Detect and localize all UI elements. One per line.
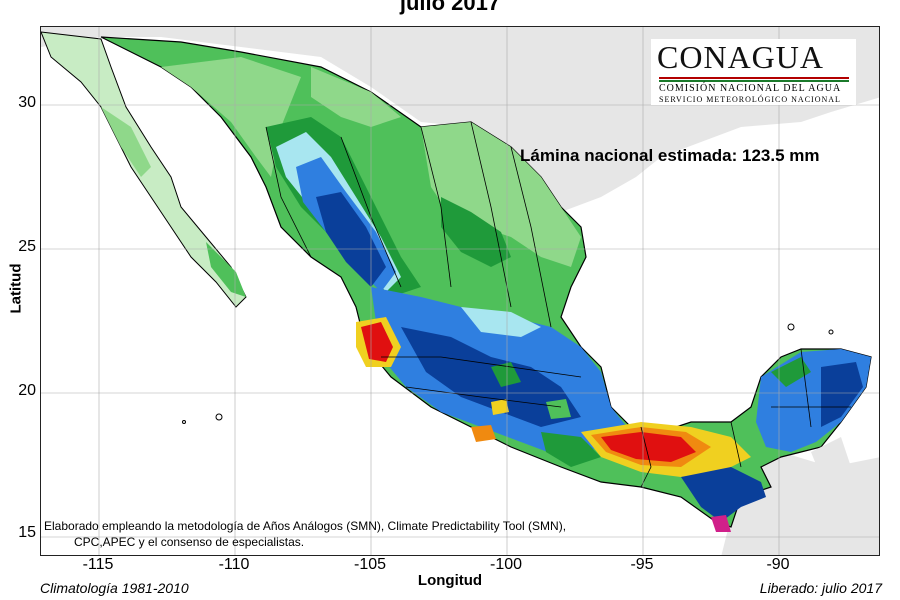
y-tick-25: 25	[18, 238, 36, 255]
methodology-note: Elaborado empleando la metodología de Añ…	[44, 518, 744, 550]
x-tick-105: -105	[353, 556, 387, 573]
baja-green-south	[206, 242, 246, 297]
central-green-patch	[491, 362, 521, 387]
graticule	[41, 27, 879, 555]
y-tick-15: 15	[18, 524, 36, 541]
y-tick-20: 20	[18, 382, 36, 399]
x-tick-95: -95	[630, 556, 654, 573]
yucatan-dark-blue	[821, 362, 863, 427]
map-title: julio 2017	[399, 0, 501, 15]
map-frame: CONAGUA COMISIÓN NACIONAL DEL AGUA SERVI…	[40, 26, 880, 556]
logo-green-line	[659, 80, 849, 82]
note-line2: CPC,APEC y el consenso de especialistas.	[74, 535, 305, 549]
istmo-red	[601, 432, 696, 462]
y-tick-30: 30	[18, 94, 36, 111]
northeast-dark-green	[441, 197, 511, 267]
islands	[182, 323, 834, 424]
chiapas-magenta	[711, 515, 731, 532]
sierra-dark-blue	[316, 192, 386, 287]
x-tick-100: -100	[489, 556, 523, 573]
logo-word: CONAGUA	[657, 39, 824, 75]
guerrero-orange	[471, 425, 496, 442]
x-tick-110: -110	[218, 556, 250, 573]
guerrero-yellow	[491, 399, 509, 415]
central-light-blue	[461, 307, 541, 337]
northeast-green	[421, 122, 581, 267]
logo-line2: SERVICIO METEOROLÓGICO NACIONAL	[659, 95, 841, 104]
y-axis-label: Latitud	[7, 263, 25, 314]
chiapas-dark-blue	[681, 467, 766, 522]
guerrero-dark-green	[541, 432, 601, 467]
climatologia-label: Climatología 1981-2010	[40, 580, 189, 596]
central-dark-blue	[401, 327, 581, 427]
yucatan-green	[771, 357, 811, 387]
yucatan-gray-tip	[811, 437, 851, 477]
conagua-logo: CONAGUA COMISIÓN NACIONAL DEL AGUA SERVI…	[651, 39, 856, 105]
lamina-nacional: Lámina nacional estimada: 123.5 mm	[520, 146, 820, 165]
logo-red-line	[659, 77, 849, 79]
central-green-patch-2	[546, 399, 571, 419]
logo-line1: COMISIÓN NACIONAL DEL AGUA	[659, 83, 842, 94]
x-tick-90: -90	[766, 556, 790, 573]
chihuahua-light	[311, 67, 401, 127]
jalisco-red	[361, 322, 393, 362]
x-tick-115: -115	[82, 556, 114, 573]
note-line1: Elaborado empleando la metodología de Añ…	[44, 519, 567, 533]
x-axis-label: Longitud	[417, 572, 483, 589]
liberado-label: Liberado: julio 2017	[759, 580, 882, 596]
precipitation-map	[41, 27, 879, 555]
baja-green	[101, 107, 151, 177]
sonora-light-green	[161, 57, 301, 177]
